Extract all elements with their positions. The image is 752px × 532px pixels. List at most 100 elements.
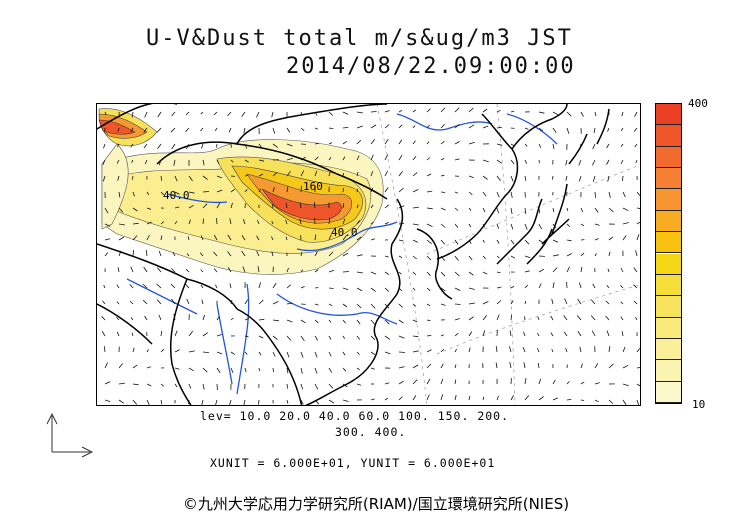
wind-arrow	[186, 143, 190, 150]
wind-arrow	[412, 140, 416, 145]
wind-arrow	[104, 252, 109, 257]
wind-arrow	[342, 140, 348, 145]
wind-arrow	[130, 143, 134, 148]
wind-arrow	[187, 236, 190, 241]
wind-arrow	[132, 207, 138, 212]
wind-arrow	[384, 397, 389, 401]
wind-arrow	[286, 127, 291, 133]
map-canvas: 40.0 160 40.0	[97, 104, 640, 405]
wind-arrow	[635, 316, 638, 321]
wind-arrow	[202, 175, 208, 180]
wind-arrow	[271, 251, 274, 257]
wind-arrow	[314, 269, 319, 273]
color-scale-segment	[656, 189, 681, 211]
wind-arrow	[258, 367, 260, 372]
wind-arrow	[426, 173, 432, 177]
wind-arrow	[426, 108, 431, 113]
wind-arrow	[258, 318, 265, 321]
wind-arrow	[523, 331, 526, 337]
wind-arrow	[594, 111, 597, 117]
wind-arrow	[370, 271, 377, 275]
wind-arrow	[286, 399, 289, 404]
wind-arrow	[257, 266, 260, 273]
wind-arrow	[384, 222, 389, 225]
wind-arrow	[550, 315, 554, 321]
wind-arrow	[524, 143, 528, 147]
wind-arrow	[104, 399, 111, 402]
wind-vectors	[101, 107, 640, 405]
wind-arrow	[370, 204, 374, 209]
wind-arrow	[426, 223, 433, 227]
wind-arrow	[495, 362, 498, 369]
wind-arrow	[565, 175, 568, 181]
wind-arrow	[202, 367, 208, 373]
wind-arrow	[621, 331, 624, 337]
wind-arrow	[592, 175, 596, 182]
wind-arrow	[104, 207, 109, 214]
wind-arrow	[229, 283, 232, 289]
wind-arrow	[227, 234, 232, 241]
wind-arrow	[286, 302, 293, 305]
wind-arrow	[622, 399, 627, 405]
wind-arrow	[328, 234, 332, 241]
wind-arrow	[622, 222, 629, 225]
wind-arrow	[356, 383, 362, 386]
wind-arrow	[200, 111, 204, 115]
wind-arrow	[563, 315, 568, 321]
wind-arrow	[102, 175, 106, 182]
wind-arrow	[440, 174, 445, 177]
wind-arrow	[580, 111, 584, 117]
color-scale-segment	[656, 253, 681, 275]
wind-arrow	[328, 171, 331, 177]
wind-arrow	[146, 234, 150, 241]
wind-arrow	[272, 351, 276, 357]
wind-arrow	[342, 335, 346, 339]
wind-arrow	[412, 379, 418, 385]
wind-arrow	[426, 287, 431, 292]
wind-arrow	[370, 238, 376, 241]
wind-arrow	[524, 239, 530, 245]
wind-arrow	[398, 170, 403, 177]
wind-arrow	[538, 159, 540, 164]
wind-arrow	[356, 188, 359, 193]
wind-arrow	[188, 367, 194, 372]
color-scale-segment	[656, 360, 681, 382]
wind-arrow	[342, 235, 347, 241]
wind-arrow	[398, 396, 403, 401]
wind-arrow	[370, 335, 376, 341]
wind-arrow	[454, 364, 457, 369]
wind-arrow	[173, 314, 176, 321]
rivers	[126, 113, 558, 395]
wind-arrow	[398, 205, 405, 209]
wind-arrow	[356, 139, 362, 145]
wind-arrow	[468, 124, 475, 129]
wind-arrow	[591, 330, 596, 337]
wind-arrow	[566, 111, 572, 117]
wind-arrow	[482, 223, 485, 228]
wind-arrow	[440, 348, 445, 353]
wind-arrow	[524, 270, 530, 273]
wind-arrow	[524, 175, 527, 181]
wind-arrow	[440, 287, 446, 292]
wind-arrow	[633, 300, 638, 305]
wind-arrow	[230, 300, 233, 305]
wind-arrow	[454, 394, 457, 401]
dust-shading	[98, 108, 384, 275]
wind-arrow	[118, 363, 124, 369]
wind-arrow	[537, 332, 540, 337]
wind-arrow	[156, 299, 162, 305]
wind-arrow	[634, 143, 638, 148]
wind-arrow	[577, 330, 582, 337]
wind-arrow	[286, 335, 292, 341]
wind-arrow	[241, 250, 246, 257]
wind-arrow	[454, 123, 460, 129]
wind-arrow	[468, 175, 474, 179]
wind-arrow	[202, 159, 205, 166]
wind-arrow	[216, 367, 221, 374]
wind-arrow	[272, 143, 279, 148]
wind-arrow	[538, 223, 542, 230]
wind-arrow	[482, 271, 488, 275]
wind-arrow	[537, 362, 540, 369]
wind-arrow	[104, 223, 111, 227]
wind-arrow	[580, 223, 585, 227]
